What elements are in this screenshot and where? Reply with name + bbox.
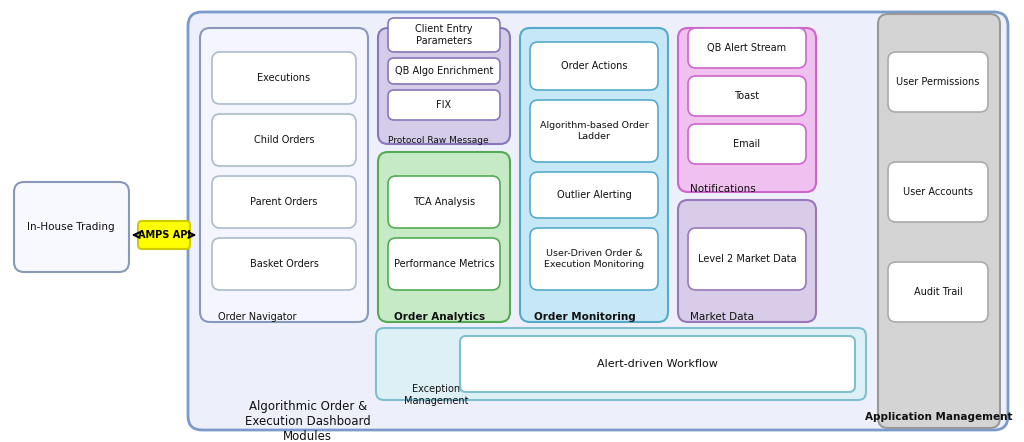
Text: Market Data: Market Data <box>690 312 754 322</box>
FancyBboxPatch shape <box>388 90 500 120</box>
FancyBboxPatch shape <box>212 114 356 166</box>
FancyBboxPatch shape <box>212 52 356 104</box>
FancyBboxPatch shape <box>678 28 816 192</box>
Text: Audit Trail: Audit Trail <box>913 287 963 297</box>
FancyBboxPatch shape <box>376 328 866 400</box>
FancyBboxPatch shape <box>888 262 988 322</box>
FancyBboxPatch shape <box>14 182 129 272</box>
FancyBboxPatch shape <box>460 336 855 392</box>
FancyBboxPatch shape <box>530 228 658 290</box>
Text: Level 2 Market Data: Level 2 Market Data <box>697 254 797 264</box>
FancyBboxPatch shape <box>388 58 500 84</box>
Text: Order Monitoring: Order Monitoring <box>534 312 636 322</box>
Text: Outlier Alerting: Outlier Alerting <box>557 190 632 200</box>
Text: Application Management: Application Management <box>865 412 1013 422</box>
Text: Performance Metrics: Performance Metrics <box>393 259 495 269</box>
FancyBboxPatch shape <box>188 12 1008 430</box>
Text: Exception
Management: Exception Management <box>404 384 469 406</box>
Text: User-Driven Order &
Execution Monitoring: User-Driven Order & Execution Monitoring <box>544 249 644 269</box>
Text: Algorithm-based Order
Ladder: Algorithm-based Order Ladder <box>540 121 648 141</box>
FancyBboxPatch shape <box>688 228 806 290</box>
Text: QB Alert Stream: QB Alert Stream <box>708 43 786 53</box>
Text: Executions: Executions <box>257 73 310 83</box>
Text: Client Entry
Parameters: Client Entry Parameters <box>416 24 473 46</box>
Text: Child Orders: Child Orders <box>254 135 314 145</box>
Text: Order Navigator: Order Navigator <box>218 312 297 322</box>
FancyBboxPatch shape <box>678 200 816 322</box>
FancyBboxPatch shape <box>388 238 500 290</box>
FancyBboxPatch shape <box>878 14 1000 428</box>
Text: Notifications: Notifications <box>690 184 756 194</box>
Text: Parent Orders: Parent Orders <box>250 197 317 207</box>
Text: User Accounts: User Accounts <box>903 187 973 197</box>
FancyBboxPatch shape <box>378 28 510 144</box>
Text: Alert-driven Workflow: Alert-driven Workflow <box>597 359 718 369</box>
FancyBboxPatch shape <box>688 124 806 164</box>
FancyBboxPatch shape <box>388 176 500 228</box>
Text: Toast: Toast <box>734 91 760 101</box>
FancyBboxPatch shape <box>520 28 668 322</box>
FancyBboxPatch shape <box>530 172 658 218</box>
Text: FIX: FIX <box>436 100 452 110</box>
Text: Order Actions: Order Actions <box>561 61 628 71</box>
FancyBboxPatch shape <box>888 162 988 222</box>
FancyBboxPatch shape <box>888 52 988 112</box>
Text: Email: Email <box>733 139 761 149</box>
FancyBboxPatch shape <box>530 42 658 90</box>
Text: Basket Orders: Basket Orders <box>250 259 318 269</box>
FancyBboxPatch shape <box>530 100 658 162</box>
Text: Order Analytics: Order Analytics <box>394 312 485 322</box>
FancyBboxPatch shape <box>212 176 356 228</box>
Text: Algorithmic Order &
Execution Dashboard
Modules: Algorithmic Order & Execution Dashboard … <box>245 400 371 442</box>
FancyBboxPatch shape <box>688 76 806 116</box>
Text: TCA Analysis: TCA Analysis <box>413 197 475 207</box>
FancyBboxPatch shape <box>200 28 368 322</box>
Text: In-House Trading: In-House Trading <box>28 222 115 232</box>
Text: QB Algo Enrichment: QB Algo Enrichment <box>395 66 494 76</box>
FancyBboxPatch shape <box>388 18 500 52</box>
FancyBboxPatch shape <box>688 28 806 68</box>
FancyBboxPatch shape <box>378 152 510 322</box>
Text: AMPS API: AMPS API <box>137 230 190 240</box>
Text: User Permissions: User Permissions <box>896 77 980 87</box>
Text: Protocol Raw Message: Protocol Raw Message <box>388 136 488 145</box>
FancyBboxPatch shape <box>212 238 356 290</box>
FancyBboxPatch shape <box>138 221 190 249</box>
